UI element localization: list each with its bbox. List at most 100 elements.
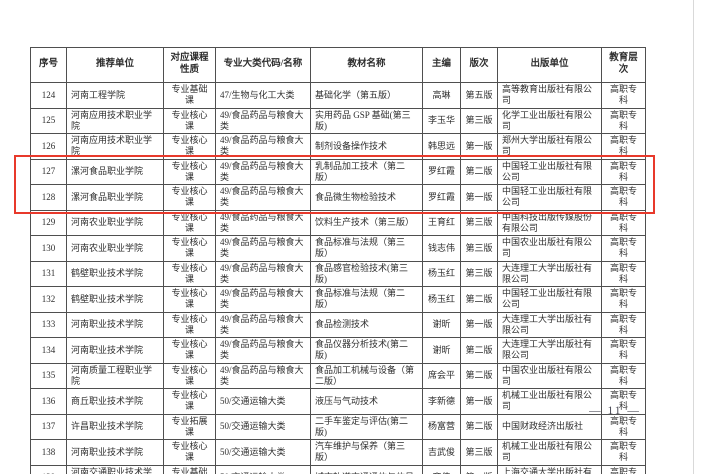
table-row: 130 河南农业职业学院 专业核心课 49/食品药品与粮食大类 食品标准与法规（第三版）… [30,235,646,262]
table-cell: 李玉华 [422,107,461,134]
table-cell: 乳制品加工技术（第二版） [310,158,423,185]
table-cell: 第三版 [460,260,498,287]
table-cell: 中国农业出版社有限公司 [497,362,602,389]
header-cell: 教材名称 [310,47,423,83]
table-cell: 高职专科 [601,311,646,338]
table-cell: 133 [30,311,67,338]
table-cell: 河南农业职业学院 [66,235,164,262]
table-cell: 河南工程学院 [66,82,164,109]
table-cell: 河南职业技术学院 [66,337,164,364]
table-cell: 专业核心课 [163,337,216,364]
table-cell: 第三版 [460,235,498,262]
table-cell: 河南职业技术学院 [66,439,164,466]
table-cell: 131 [30,260,67,287]
table-cell: 132 [30,286,67,313]
table-cell: 第二版 [460,337,498,364]
table-row: 131 鹤壁职业技术学院 专业核心课 49/食品药品与粮食大类 食品感官检验技术(第三版… [30,260,646,287]
table-cell: 129 [30,209,67,236]
table-cell: 专业核心课 [163,311,216,338]
table-cell: 商丘职业技术学院 [66,388,164,415]
table-cell: 第二版 [460,413,498,440]
table-cell: 高职专科 [601,439,646,466]
table-cell: 第一版 [460,184,498,211]
table-cell: 城市轨道交通通信与信号 [310,464,423,474]
table-cell: 第二版 [460,362,498,389]
table-cell: 高职专科 [601,209,646,236]
table-cell: 食品加工机械与设备（第二版） [310,362,423,389]
table-cell: 罗红霞 [422,158,461,185]
table-row: 124 河南工程学院 专业基础课 47/生物与化工大类 基础化学（第五版） 高琳 第五版 高等… [30,82,646,109]
table-row: 127 漯河食品职业学院 专业核心课 49/食品药品与粮食大类 乳制品加工技术（第二版）… [30,158,646,185]
table-cell: 高职专科 [601,413,646,440]
table-cell: 49/食品药品与粮食大类 [215,286,311,313]
table-cell: 128 [30,184,67,211]
table-cell: 食品检测技术 [310,311,423,338]
table-cell: 专业核心课 [163,184,216,211]
table-header-row: 序号 推荐单位 对应课程性质 专业大类代码/名称 教材名称 主编 版次 出版单位 教育层次 [30,47,646,83]
table-cell: 高职专科 [601,82,646,109]
table-cell: 124 [30,82,67,109]
table-cell: 49/食品药品与粮食大类 [215,235,311,262]
table-cell: 李新德 [422,388,461,415]
table-cell: 49/食品药品与粮食大类 [215,158,311,185]
table-cell: 高职专科 [601,362,646,389]
header-cell: 出版单位 [497,47,602,83]
table-cell: 专业核心课 [163,107,216,134]
table-cell: 河南应用技术职业学院 [66,107,164,134]
header-cell: 序号 [30,47,67,83]
table-cell: 中国科技出版传媒股份有限公司 [497,209,602,236]
header-cell: 主编 [422,47,461,83]
table-cell: 专业拓展课 [163,413,216,440]
table-cell: 二手车鉴定与评估(第二版) [310,413,423,440]
table-cell: 136 [30,388,67,415]
table-cell: 第一版 [460,133,498,160]
header-cell: 对应课程性质 [163,47,216,83]
table-cell: 河南农业职业学院 [66,209,164,236]
table-row: 137 许昌职业技术学院 专业拓展课 50/交通运输大类 二手车鉴定与评估(第二版) 杨富… [30,413,646,440]
table-cell: 高职专科 [601,260,646,287]
table-row: 125 河南应用技术职业学院 专业核心课 49/食品药品与粮食大类 实用药品 GSP 基… [30,107,646,134]
table-cell: 第一版 [460,464,498,474]
table-cell: 高职专科 [601,158,646,185]
table-row: 134 河南职业技术学院 专业核心课 49/食品药品与粮食大类 食品仪器分析技术(第二版… [30,337,646,364]
table-cell: 49/食品药品与粮食大类 [215,311,311,338]
table-cell: 吉武俊 [422,439,461,466]
table-cell: 专业核心课 [163,133,216,160]
table-cell: 大连理工大学出版社有限公司 [497,311,602,338]
table-cell: 139 [30,464,67,474]
table-cell: 河南职业技术学院 [66,311,164,338]
table-cell: 席会平 [422,362,461,389]
table-cell: 高等教育出版社有限公司 [497,82,602,109]
table-cell: 机械工业出版社有限公司 [497,439,602,466]
table-cell: 液压与气动技术 [310,388,423,415]
table-cell: 中国轻工业出版社有限公司 [497,286,602,313]
table-cell: 专业核心课 [163,158,216,185]
table-cell: 高职专科 [601,464,646,474]
table-cell: 漯河食品职业学院 [66,184,164,211]
table-cell: 47/生物与化工大类 [215,82,311,109]
table-cell: 第五版 [460,82,498,109]
table-cell: 第三版 [460,439,498,466]
table-cell: 化学工业出版社有限公司 [497,107,602,134]
header-cell: 版次 [460,47,498,83]
table-cell: 135 [30,362,67,389]
table-cell: 50/交通运输大类 [215,388,311,415]
table-cell: 专业核心课 [163,286,216,313]
table-cell: 专业基础课 [163,82,216,109]
table-cell: 汽车维护与保养（第三版） [310,439,423,466]
table-cell: 罗红霞 [422,184,461,211]
table-cell: 食品感官检验技术(第三版) [310,260,423,287]
table-cell: 河南质量工程职业学院 [66,362,164,389]
table-cell: 134 [30,337,67,364]
table-cell: 中国轻工业出版社有限公司 [497,184,602,211]
table-cell: 鹤壁职业技术学院 [66,260,164,287]
table-cell: 中国轻工业出版社有限公司 [497,158,602,185]
table-cell: 第二版 [460,286,498,313]
header-cell: 推荐单位 [66,47,164,83]
table-cell: 专业核心课 [163,362,216,389]
table-cell: 高职专科 [601,388,646,415]
table-cell: 126 [30,133,67,160]
table-cell: 49/食品药品与粮食大类 [215,184,311,211]
table-cell: 49/食品药品与粮食大类 [215,337,311,364]
